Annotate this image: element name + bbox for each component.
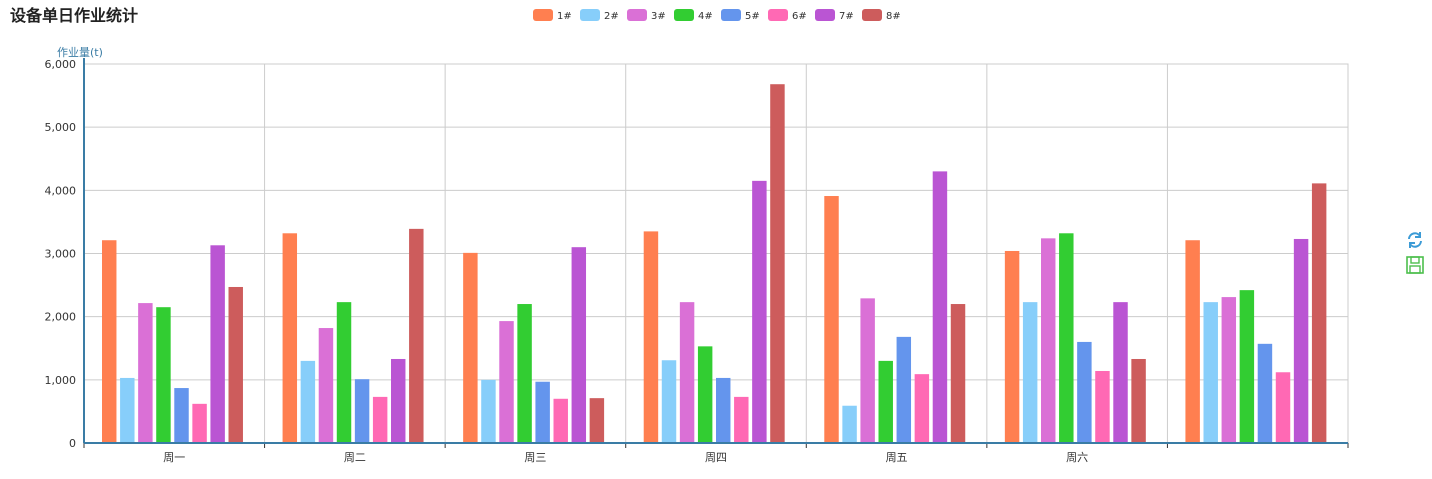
- bar: [1185, 240, 1200, 443]
- legend-label[interactable]: 6#: [792, 11, 807, 22]
- y-axis-label: 作业量(t): [57, 46, 103, 59]
- bar: [950, 304, 966, 443]
- bar: [553, 398, 568, 443]
- bar: [896, 336, 912, 443]
- x-tick-label: 周三: [524, 451, 546, 464]
- legend-label[interactable]: 4#: [698, 11, 713, 22]
- x-tick-label: 周四: [705, 451, 727, 464]
- bar: [517, 304, 532, 443]
- bar: [1041, 238, 1056, 443]
- legend-label[interactable]: 5#: [745, 11, 760, 22]
- bar: [878, 360, 893, 443]
- legend-swatch[interactable]: [627, 9, 647, 21]
- bar: [1113, 302, 1128, 443]
- bar: [1004, 250, 1020, 443]
- bar: [1275, 372, 1291, 443]
- bar: [318, 328, 334, 443]
- bar: [463, 252, 478, 443]
- legend-swatch[interactable]: [674, 9, 694, 21]
- bar: [210, 245, 225, 443]
- bar: [571, 247, 587, 443]
- bar: [409, 228, 424, 443]
- bar: [589, 398, 605, 443]
- bar: [643, 231, 659, 443]
- bar: [1239, 290, 1255, 443]
- legend-label[interactable]: 1#: [557, 11, 572, 22]
- bar: [679, 302, 695, 443]
- bar: [752, 180, 767, 443]
- refresh-icon[interactable]: [1408, 232, 1422, 248]
- x-tick-label: 周五: [886, 451, 908, 464]
- bar: [770, 84, 785, 444]
- bar: [914, 374, 930, 443]
- legend-swatch[interactable]: [768, 9, 788, 21]
- legend-label[interactable]: 2#: [604, 11, 619, 22]
- bar: [1203, 302, 1218, 443]
- bar: [860, 298, 875, 443]
- bar: [499, 321, 514, 443]
- bar: [282, 233, 298, 443]
- bar: [372, 396, 388, 443]
- y-tick-label: 5,000: [45, 121, 77, 134]
- bar: [228, 286, 243, 443]
- bar: [697, 346, 713, 443]
- legend-swatch[interactable]: [815, 9, 835, 21]
- legend-label[interactable]: 8#: [886, 11, 901, 22]
- bar: [1311, 183, 1327, 443]
- bar: [734, 396, 749, 443]
- y-tick-label: 4,000: [45, 184, 77, 197]
- legend-swatch[interactable]: [721, 9, 741, 21]
- bar: [1022, 302, 1038, 443]
- bar: [300, 360, 316, 443]
- bar: [391, 358, 406, 443]
- bar: [1131, 358, 1146, 443]
- y-tick-label: 0: [69, 437, 76, 450]
- bar: [102, 240, 117, 443]
- bar: [661, 360, 677, 443]
- bar: [1059, 233, 1074, 443]
- y-tick-label: 2,000: [45, 311, 77, 324]
- bar: [192, 403, 207, 443]
- bar: [174, 388, 189, 443]
- bar: [1293, 238, 1309, 443]
- y-tick-label: 6,000: [45, 58, 77, 71]
- bar: [156, 307, 171, 443]
- legend-swatch[interactable]: [580, 9, 600, 21]
- chart-title: 设备单日作业统计: [10, 6, 138, 25]
- bar: [1077, 341, 1092, 443]
- bar: [1257, 343, 1273, 443]
- bar: [1095, 370, 1110, 443]
- x-tick-label: 周二: [344, 451, 366, 464]
- bar: [120, 377, 135, 443]
- bar: [535, 381, 550, 443]
- legend-swatch[interactable]: [862, 9, 882, 21]
- bar: [1221, 297, 1237, 443]
- bar: [932, 171, 948, 443]
- x-tick-label: 周一: [163, 451, 185, 464]
- bar: [824, 196, 839, 443]
- legend-label[interactable]: 7#: [839, 11, 854, 22]
- bar: [842, 405, 857, 443]
- legend-label[interactable]: 3#: [651, 11, 666, 22]
- bar: [481, 379, 496, 443]
- y-tick-label: 1,000: [45, 374, 77, 387]
- y-tick-label: 3,000: [45, 248, 77, 261]
- save-icon[interactable]: [1406, 256, 1424, 274]
- bar: [716, 377, 731, 443]
- legend-swatch[interactable]: [533, 9, 553, 21]
- bar: [336, 302, 352, 443]
- bar: [354, 379, 370, 443]
- x-tick-label: 周六: [1066, 451, 1088, 464]
- bar: [138, 303, 153, 443]
